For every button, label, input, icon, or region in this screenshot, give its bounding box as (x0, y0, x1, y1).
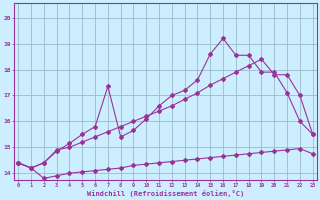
X-axis label: Windchill (Refroidissement éolien,°C): Windchill (Refroidissement éolien,°C) (87, 190, 244, 197)
